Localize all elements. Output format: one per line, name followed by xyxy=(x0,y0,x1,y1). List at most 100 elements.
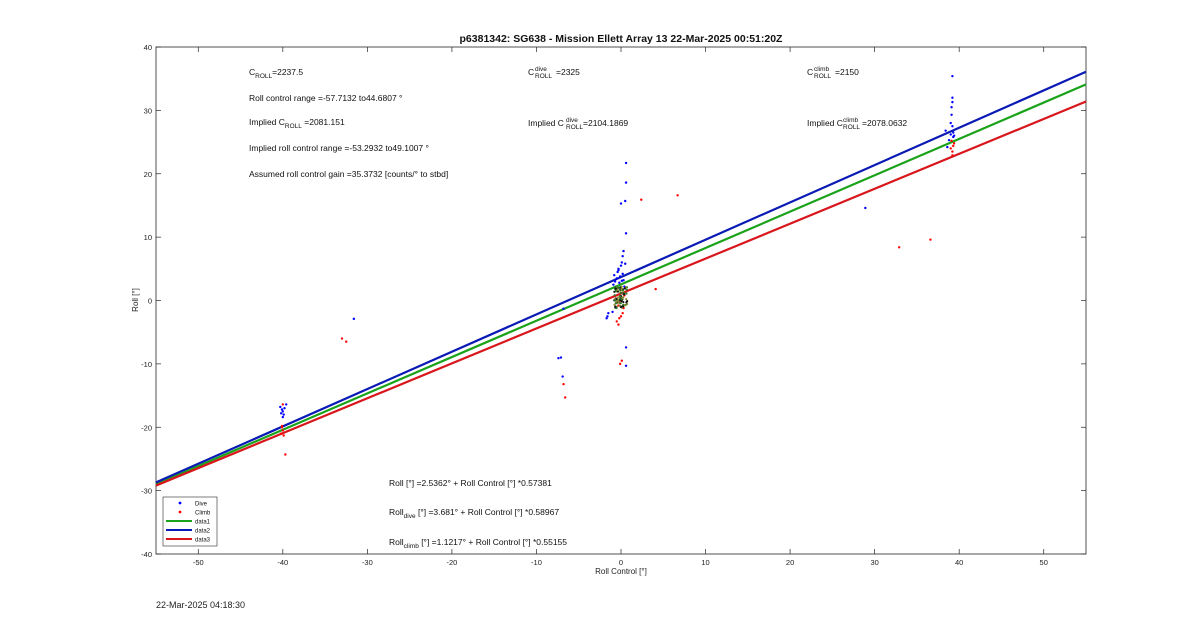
cluster-point xyxy=(621,289,624,292)
x-tick-label: 40 xyxy=(955,558,963,567)
implied-c-dive-sub: ROLL xyxy=(566,124,583,131)
dive-point xyxy=(620,261,624,264)
fit-equation-all: Roll [°] =2.5362° + Roll Control [°] *0.… xyxy=(389,478,552,488)
cluster-point xyxy=(616,289,619,292)
cluster-point xyxy=(621,305,624,308)
assumed-roll-gain: Assumed roll control gain =35.3732 [coun… xyxy=(249,169,448,179)
implied-c-dive-annotation: Implied C dive ROLL =2104.1869 xyxy=(528,114,628,131)
cluster-point xyxy=(619,291,623,295)
climb-point xyxy=(952,142,956,145)
dive-point xyxy=(621,254,624,258)
cluster-point xyxy=(614,302,618,305)
y-tick-label: 0 xyxy=(148,297,152,306)
dive-point xyxy=(607,311,610,315)
c-climb-value: =2150 xyxy=(835,67,859,77)
dive-point xyxy=(283,407,286,410)
cluster-point xyxy=(614,287,617,290)
legend-marker-dive xyxy=(178,501,182,505)
cluster-point xyxy=(614,299,617,302)
x-tick-label: 30 xyxy=(870,558,878,567)
ticks-layer: -50 -40 -30 -20 -10 0 10 20 30 40 50 -40 -30 -20 -10 0 1… xyxy=(141,43,1086,567)
cluster-point xyxy=(625,292,628,295)
climb-point xyxy=(929,238,932,241)
climb-point xyxy=(621,311,624,315)
cluster-point xyxy=(625,298,628,301)
climb-point xyxy=(951,154,954,157)
cluster-point xyxy=(625,288,628,291)
c-dive-sub: ROLL xyxy=(535,73,552,80)
x-tick-label: -50 xyxy=(193,558,204,567)
footer-timestamp: 22-Mar-2025 04:18:30 xyxy=(156,600,246,610)
implied-c-climb-sub: ROLL xyxy=(843,124,860,131)
dive-point xyxy=(949,121,952,125)
dive-point xyxy=(947,138,951,142)
climb-point xyxy=(280,426,284,429)
cluster-point xyxy=(622,300,625,304)
y-tick-label: 30 xyxy=(144,106,152,115)
dive-point xyxy=(624,262,627,265)
implied-c-climb-sup: climb xyxy=(843,117,859,124)
cluster-point xyxy=(617,286,620,290)
c-dive-annotation: C dive ROLL =2325 xyxy=(528,63,580,80)
climb-point xyxy=(951,150,954,153)
dive-point xyxy=(951,96,954,99)
dive-point xyxy=(864,206,867,210)
cluster-point xyxy=(618,304,621,307)
dive-point xyxy=(950,113,953,117)
implied-c-climb-annotation: Implied C climb ROLL =2078.0632 xyxy=(807,114,907,131)
y-tick-label: -30 xyxy=(141,487,152,496)
climb-point xyxy=(564,396,567,399)
legend: Dive Climb data1 data2 data3 xyxy=(162,496,218,547)
fit-climb-rest: [°] =1.1217° + Roll Control [°] *0.55155 xyxy=(419,537,567,547)
c-roll-prefix: C xyxy=(249,67,255,77)
legend-label: data3 xyxy=(195,538,211,544)
dive-point xyxy=(952,131,955,134)
c-climb-sup: climb xyxy=(814,66,830,73)
climb-point xyxy=(281,429,285,432)
cluster-point xyxy=(620,297,623,301)
x-tick-label: -20 xyxy=(446,558,457,567)
dive-point xyxy=(619,202,623,205)
dive-point xyxy=(562,307,565,310)
implied-c-dive-prefix: Implied C xyxy=(528,118,564,128)
dive-point xyxy=(618,275,622,278)
fit-equation-climb: Rollclimb [°] =1.1217° + Roll Control [°… xyxy=(389,537,567,550)
y-tick-label: -20 xyxy=(141,423,152,432)
x-tick-label: 20 xyxy=(786,558,794,567)
climb-point xyxy=(897,246,901,249)
c-climb-prefix: C xyxy=(807,67,813,77)
implied-c-roll-prefix: Implied C xyxy=(249,117,285,127)
legend-label: Dive xyxy=(195,502,208,508)
dive-point xyxy=(952,134,956,137)
c-dive-prefix: C xyxy=(528,67,534,77)
cluster-point xyxy=(613,294,616,297)
c-roll-value: =2237.5 xyxy=(272,67,303,77)
climb-point xyxy=(345,340,348,343)
implied-roll-control-range: Implied roll control range =-53.2932 to4… xyxy=(249,143,429,153)
y-axis-label: Roll [°] xyxy=(131,288,140,312)
fit-climb-sub: climb xyxy=(404,543,420,550)
fit-climb-prefix: Roll xyxy=(389,537,404,547)
climb-point xyxy=(676,194,679,197)
climb-point xyxy=(615,320,618,323)
x-tick-label: -40 xyxy=(277,558,288,567)
climb-point xyxy=(281,403,285,406)
x-tick-label: -30 xyxy=(362,558,373,567)
dive-point xyxy=(557,356,560,360)
dive-point xyxy=(611,310,614,314)
dive-point xyxy=(279,405,282,409)
dive-point xyxy=(624,161,628,165)
implied-c-dive-value: =2104.1869 xyxy=(583,118,628,128)
climb-point xyxy=(279,432,283,435)
implied-c-roll-value: =2081.151 xyxy=(302,117,345,127)
dive-point xyxy=(624,199,627,203)
climb-point xyxy=(619,315,623,318)
fit-dive-rest: [°] =3.681° + Roll Control [°] *0.58967 xyxy=(416,507,560,517)
y-tick-label: -40 xyxy=(141,550,152,559)
x-tick-label: 0 xyxy=(619,558,623,567)
dive-point xyxy=(615,277,618,280)
dive-point xyxy=(624,364,628,367)
y-tick-label: -10 xyxy=(141,360,152,369)
dive-point xyxy=(618,281,621,284)
climb-point xyxy=(282,434,285,437)
